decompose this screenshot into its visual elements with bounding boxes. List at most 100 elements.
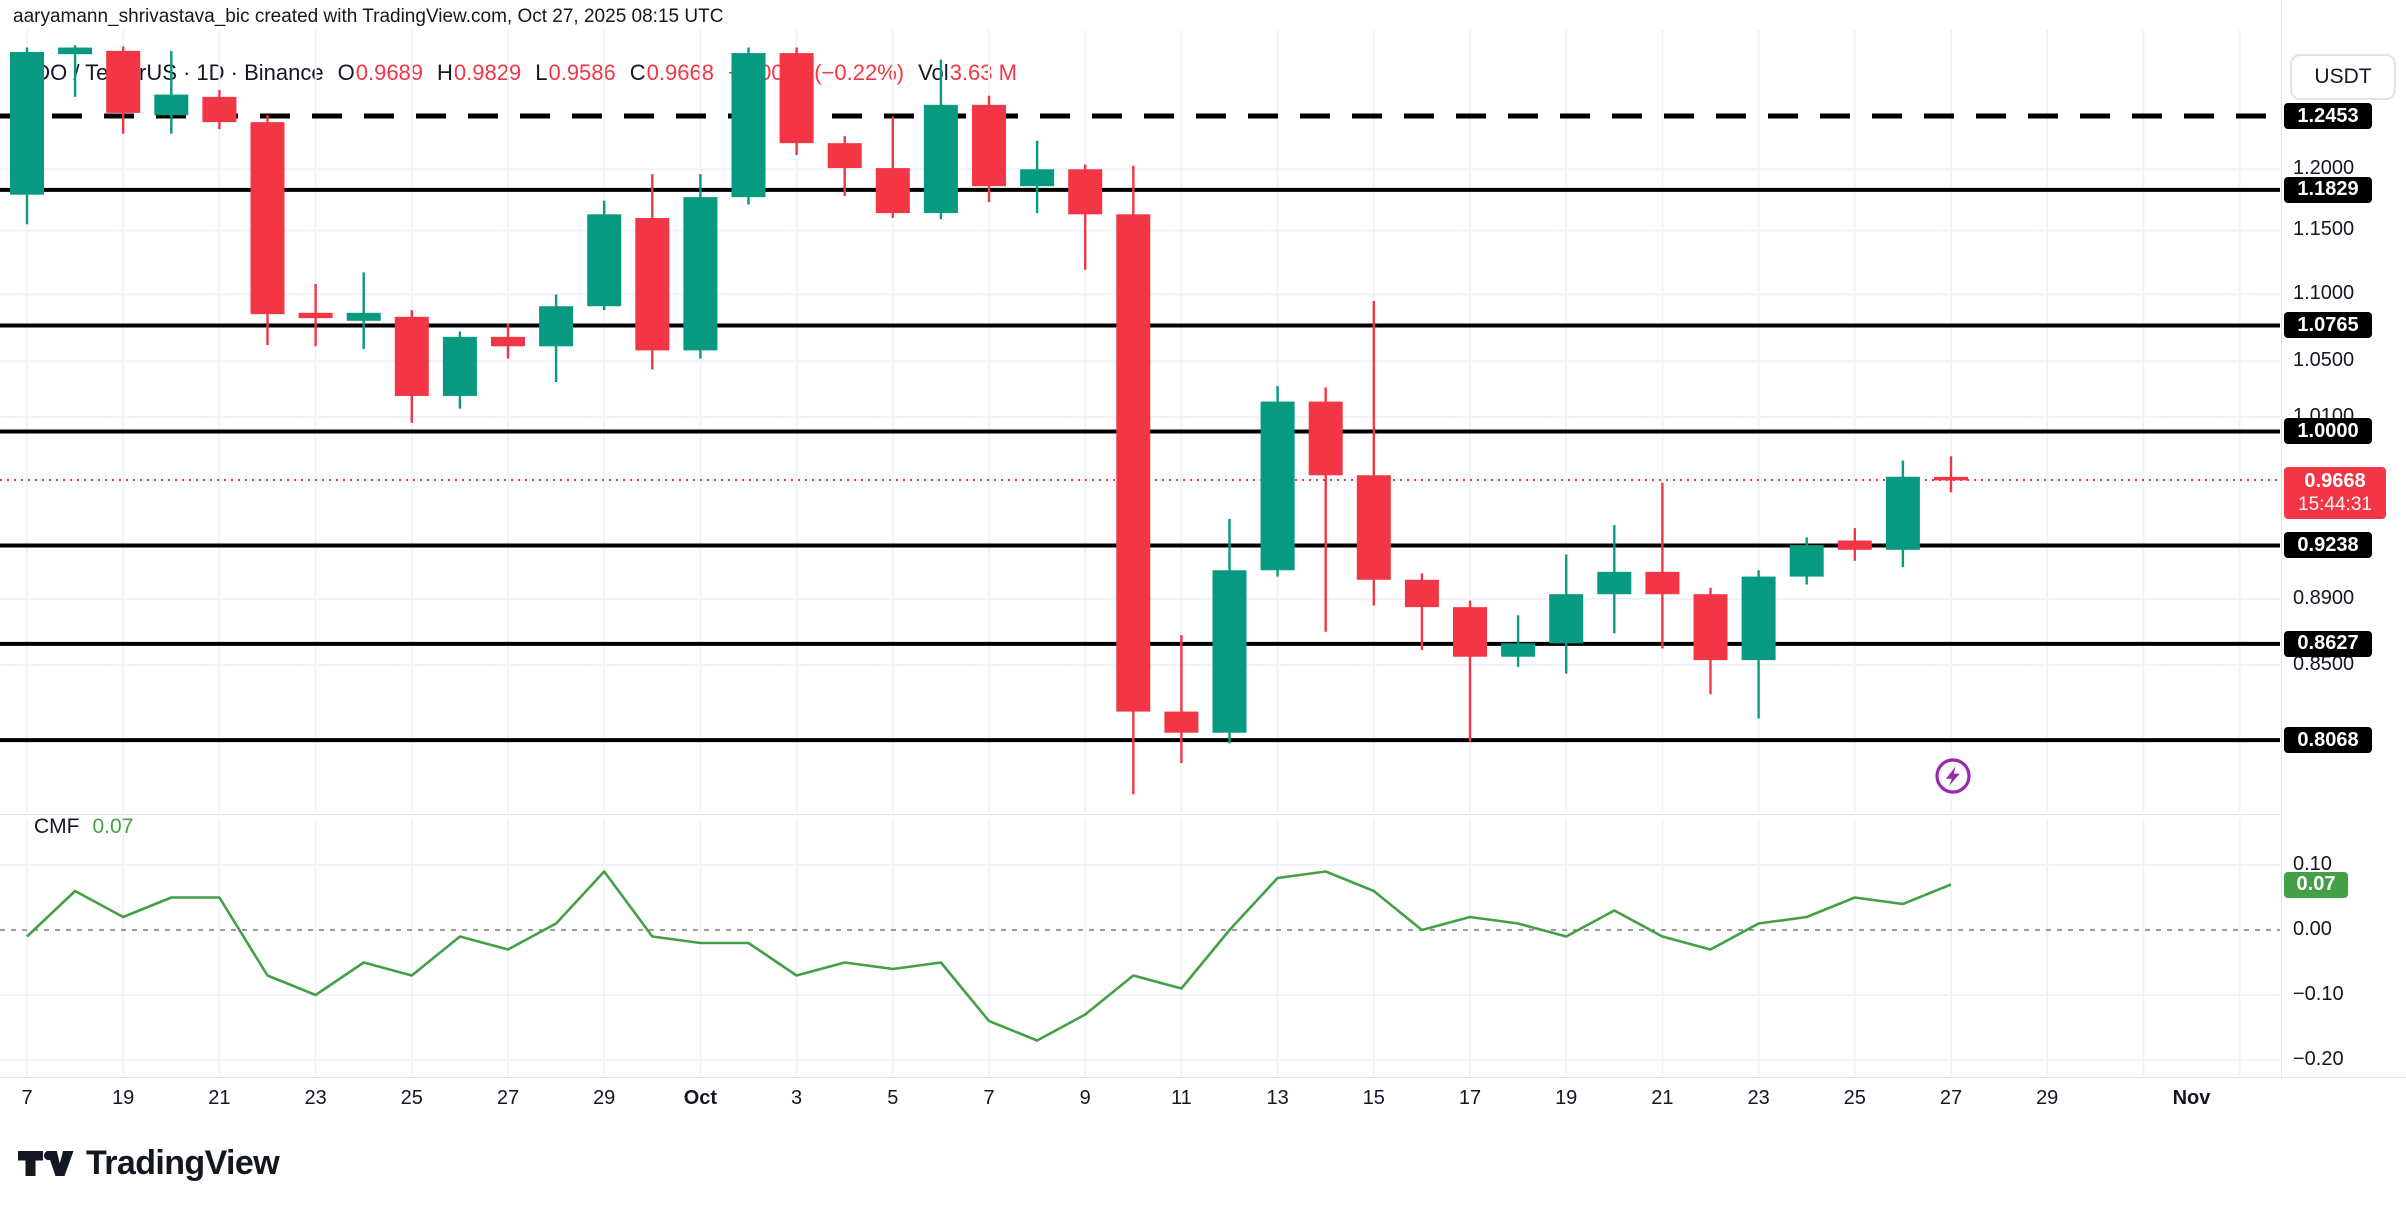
candle-body	[1404, 579, 1439, 608]
tradingview-logo-text: TradingView	[86, 1144, 280, 1182]
volume-value: 3.63 M	[949, 60, 1017, 85]
currency-toggle-button[interactable]: USDT	[2290, 54, 2396, 100]
candle-body	[10, 51, 44, 195]
cmf-tick-label: 0.00	[2293, 918, 2332, 940]
candle-body	[1068, 169, 1103, 215]
time-axis-label: Oct	[683, 1087, 718, 1109]
candle-body	[827, 143, 862, 169]
time-axis-label: 11	[1171, 1087, 1192, 1109]
price-level-label: 0.8068	[2284, 727, 2372, 754]
time-axis-label: 21	[208, 1087, 231, 1109]
price-level-label: 0.9238	[2284, 532, 2372, 559]
candle-body	[298, 312, 333, 319]
candle-body	[1308, 401, 1343, 476]
time-axis-label: 25	[400, 1087, 423, 1109]
bar-countdown: 15:44:31	[2298, 494, 2372, 515]
time-axis-label: 17	[1458, 1087, 1482, 1109]
pane-separator[interactable]	[0, 814, 2281, 815]
candle-body	[635, 218, 670, 351]
candle-body	[1597, 571, 1632, 595]
price-tick-label: 0.8500	[2293, 653, 2355, 676]
candle-body	[1356, 475, 1391, 580]
price-level-label: 0.8627	[2284, 630, 2372, 657]
candle-body	[394, 316, 429, 396]
price-tick-label: 1.1000	[2293, 282, 2355, 305]
tradingview-logo[interactable]: TradingView	[17, 1144, 280, 1183]
time-axis-label: 23	[304, 1087, 327, 1109]
candle-body	[58, 47, 93, 55]
time-axis-label: 9	[1079, 1087, 1091, 1109]
candle-body	[731, 53, 766, 198]
current-price-value: 0.9668	[2304, 470, 2366, 492]
candle-body	[539, 306, 574, 347]
time-axis-label: 27	[496, 1087, 520, 1109]
indicator-legend: CMF 0.07	[34, 815, 133, 839]
candle-body	[972, 104, 1006, 187]
price-tick-label: 0.8900	[2293, 587, 2355, 610]
time-axis-label: 29	[593, 1087, 616, 1109]
time-axis-label: 19	[1555, 1087, 1578, 1109]
price-level-label: 1.0765	[2284, 312, 2372, 339]
price-level-label: 1.2453	[2284, 103, 2372, 129]
close-value: 0.9668	[646, 60, 714, 85]
time-axis-label: 7	[21, 1087, 33, 1109]
price-level-label: 1.0000	[2284, 418, 2372, 445]
tradingview-logo-mark	[18, 1150, 74, 1176]
candle-body	[587, 214, 622, 307]
candle-body	[250, 122, 285, 315]
candle-body	[1693, 594, 1728, 661]
price-tick-label: 1.2000	[2293, 157, 2355, 180]
candle-body	[1837, 540, 1872, 550]
cmf-tick-label: −0.20	[2293, 1048, 2344, 1070]
candle-body	[346, 312, 381, 321]
cmf-tick-label: −0.10	[2293, 983, 2344, 1005]
time-axis-label: 21	[1651, 1087, 1674, 1109]
lightning-icon[interactable]	[1931, 754, 1975, 798]
candle-body	[1645, 571, 1680, 595]
price-axis[interactable]: USDT 0.9668 15:44:31 0.07 1.2000 1.1500 1.…	[2281, 0, 2406, 1077]
time-axis-label: 19	[112, 1087, 135, 1109]
candle-body	[1453, 607, 1487, 657]
time-axis-label: 23	[1747, 1087, 1770, 1109]
time-axis-label: Nov	[2172, 1087, 2211, 1109]
high-value: 0.9829	[453, 60, 522, 85]
candle-body	[442, 336, 477, 396]
cmf-value-label: 0.07	[2284, 871, 2348, 898]
indicator-name: CMF	[34, 815, 80, 838]
candle-body	[683, 197, 718, 351]
candle-body	[1741, 576, 1776, 661]
candle-body	[1164, 711, 1199, 733]
price-tick-label: 1.0500	[2293, 349, 2355, 372]
time-axis-label: 27	[1939, 1087, 1963, 1109]
candle-body	[1212, 570, 1247, 733]
time-axis-label: 3	[791, 1087, 803, 1109]
candle-body	[1020, 169, 1055, 187]
candle-body	[1934, 476, 1968, 481]
price-level-label: 1.1829	[2284, 176, 2372, 203]
candle-body	[1789, 545, 1824, 577]
candle-body	[1549, 594, 1584, 644]
time-axis[interactable]: 7 19 21 23 25 27 29 Oct 3 5 7 9 11 13 15 17 19 21 23 25 27 29…	[0, 1077, 2406, 1119]
time-axis-label: 29	[2036, 1087, 2059, 1109]
cmf-line	[26, 870, 1952, 1042]
candle-body	[106, 50, 141, 113]
time-axis-label: 13	[1266, 1087, 1289, 1109]
candle-body	[779, 53, 814, 144]
time-axis-label: 7	[983, 1087, 995, 1109]
close-field: C 0.9668	[629, 60, 714, 85]
candle-body	[1501, 643, 1536, 657]
time-axis-label: 5	[887, 1087, 899, 1109]
candle-body	[875, 168, 910, 214]
candle-body	[923, 104, 958, 214]
open-field: O 0.9689	[337, 60, 424, 85]
volume-field: Vol 3.63 M	[918, 60, 1017, 85]
high-field: H 0.9829	[437, 60, 522, 85]
candle-body	[1885, 476, 1920, 550]
indicator-value: 0.07	[92, 815, 134, 838]
candle-body	[202, 96, 237, 123]
current-price-label: 0.9668 15:44:31	[2284, 467, 2386, 519]
cmf-tick-label: 0.10	[2293, 853, 2332, 875]
price-tick-label: 1.1500	[2293, 218, 2355, 241]
